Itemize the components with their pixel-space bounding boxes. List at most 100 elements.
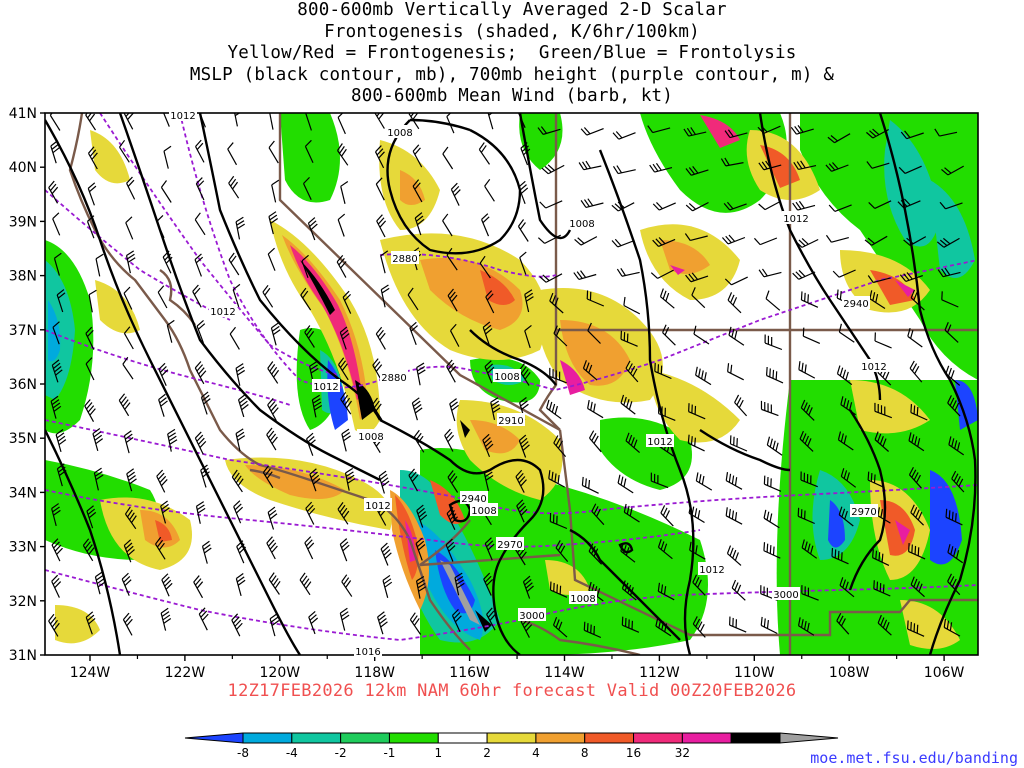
wind-barb	[908, 543, 926, 560]
wind-barb	[56, 463, 67, 487]
wind-barb	[442, 146, 454, 170]
height-contour-label: 2970	[850, 504, 878, 518]
wind-barb	[832, 269, 856, 278]
wind-barb	[692, 616, 706, 638]
wind-barb	[341, 574, 353, 597]
wind-barb	[56, 289, 66, 313]
mslp-contour-label: 1016	[354, 644, 382, 658]
wind-barb	[936, 237, 960, 248]
contour-labels: 1012 1008 1008 1012 1012 1012 1008 1008 1012 1008…	[169, 108, 888, 658]
wind-barb	[792, 269, 816, 280]
svg-text:1008: 1008	[569, 219, 594, 230]
title-line-3: Yellow/Red = Frontogenesis; Green/Blue =…	[227, 43, 797, 63]
wind-barb	[48, 180, 59, 204]
colorbar-swatch	[242, 732, 293, 744]
mslp-contour-label: 1012	[169, 108, 197, 122]
wind-barb	[86, 505, 97, 529]
colorbar-swatch	[681, 732, 732, 744]
mslp-contour-label: 1012	[364, 498, 392, 512]
wind-barb	[866, 128, 889, 139]
wind-barb	[235, 573, 246, 597]
wind-barb	[655, 617, 672, 637]
height-contour-label: 2910	[497, 413, 525, 427]
wind-barb	[340, 391, 353, 415]
mslp-contour-label: 1012	[698, 562, 726, 576]
wind-barb	[765, 290, 781, 311]
wind-barb	[899, 272, 923, 282]
wind-barb	[825, 234, 849, 243]
wind-barb	[48, 613, 60, 637]
wind-barb	[652, 237, 676, 247]
wind-barb	[51, 574, 62, 598]
wind-barb	[194, 361, 207, 385]
wind-barb	[445, 538, 456, 562]
wind-barb	[123, 286, 133, 310]
wind-barb	[897, 198, 921, 209]
wind-barb	[339, 326, 350, 350]
wind-barb	[874, 402, 893, 419]
lat-tick-label: 35N	[9, 431, 37, 447]
wind-barb	[662, 324, 676, 346]
wind-barb	[688, 504, 705, 524]
wind-barb	[947, 544, 964, 564]
wind-barb	[267, 506, 278, 530]
mslp-contour-label: 1008	[569, 591, 597, 605]
svg-text:2940: 2940	[843, 299, 868, 310]
wind-barb	[486, 607, 496, 631]
wind-barb	[124, 506, 137, 530]
wind-barb	[52, 212, 61, 236]
wind-barb	[123, 326, 134, 350]
height-contour-label: 3000	[518, 608, 546, 622]
wind-barb	[51, 359, 63, 383]
wind-barb	[692, 574, 706, 596]
wind-barb	[339, 607, 350, 631]
lat-tick-label: 34N	[9, 485, 37, 501]
colorbar-label: 8	[581, 746, 589, 760]
svg-text:1008: 1008	[387, 128, 412, 139]
wind-barb	[485, 290, 495, 314]
wind-barb	[158, 393, 168, 417]
wind-barb	[801, 585, 819, 601]
wind-barb	[934, 128, 958, 137]
state-boundaries	[68, 113, 978, 655]
wind-barb	[309, 468, 321, 492]
wind-barb	[336, 254, 347, 278]
wind-barb	[763, 509, 780, 529]
height-contour-label: 2940	[842, 296, 870, 310]
wind-barb	[907, 327, 923, 348]
wind-barb	[482, 433, 494, 458]
wind-barb	[684, 233, 708, 242]
wind-barb	[753, 237, 778, 246]
wind-barb	[415, 537, 426, 561]
mslp-contour-label: 1012	[209, 304, 237, 318]
wind-barb	[620, 542, 636, 563]
frontogenesis-shading	[45, 113, 978, 655]
wind-barb	[413, 429, 425, 453]
wind-barb	[412, 179, 423, 203]
wind-barb	[382, 574, 393, 598]
wind-barb	[840, 468, 857, 488]
wind-barb	[687, 434, 705, 452]
svg-text:1016: 1016	[355, 647, 380, 658]
wind-barb	[945, 365, 961, 386]
wind-barb	[828, 204, 852, 212]
wind-barb	[734, 394, 748, 417]
wind-barb	[228, 175, 240, 199]
wind-barb	[340, 181, 349, 204]
wind-barb	[160, 500, 170, 524]
wind-barb	[483, 572, 494, 596]
svg-text:3000: 3000	[773, 590, 798, 601]
wind-barb	[541, 164, 565, 175]
wind-barb	[163, 145, 172, 169]
wind-barb	[50, 140, 61, 164]
wind-barb	[908, 432, 925, 452]
height-contour-label: 3000	[772, 587, 800, 601]
wind-barb	[867, 471, 885, 489]
wind-barb	[125, 250, 136, 274]
wind-barb	[620, 330, 638, 347]
wind-barb	[194, 253, 204, 277]
wind-barb	[482, 321, 493, 345]
wind-barb	[51, 503, 61, 527]
wind-barb	[200, 464, 210, 488]
wind-barb	[695, 472, 713, 491]
